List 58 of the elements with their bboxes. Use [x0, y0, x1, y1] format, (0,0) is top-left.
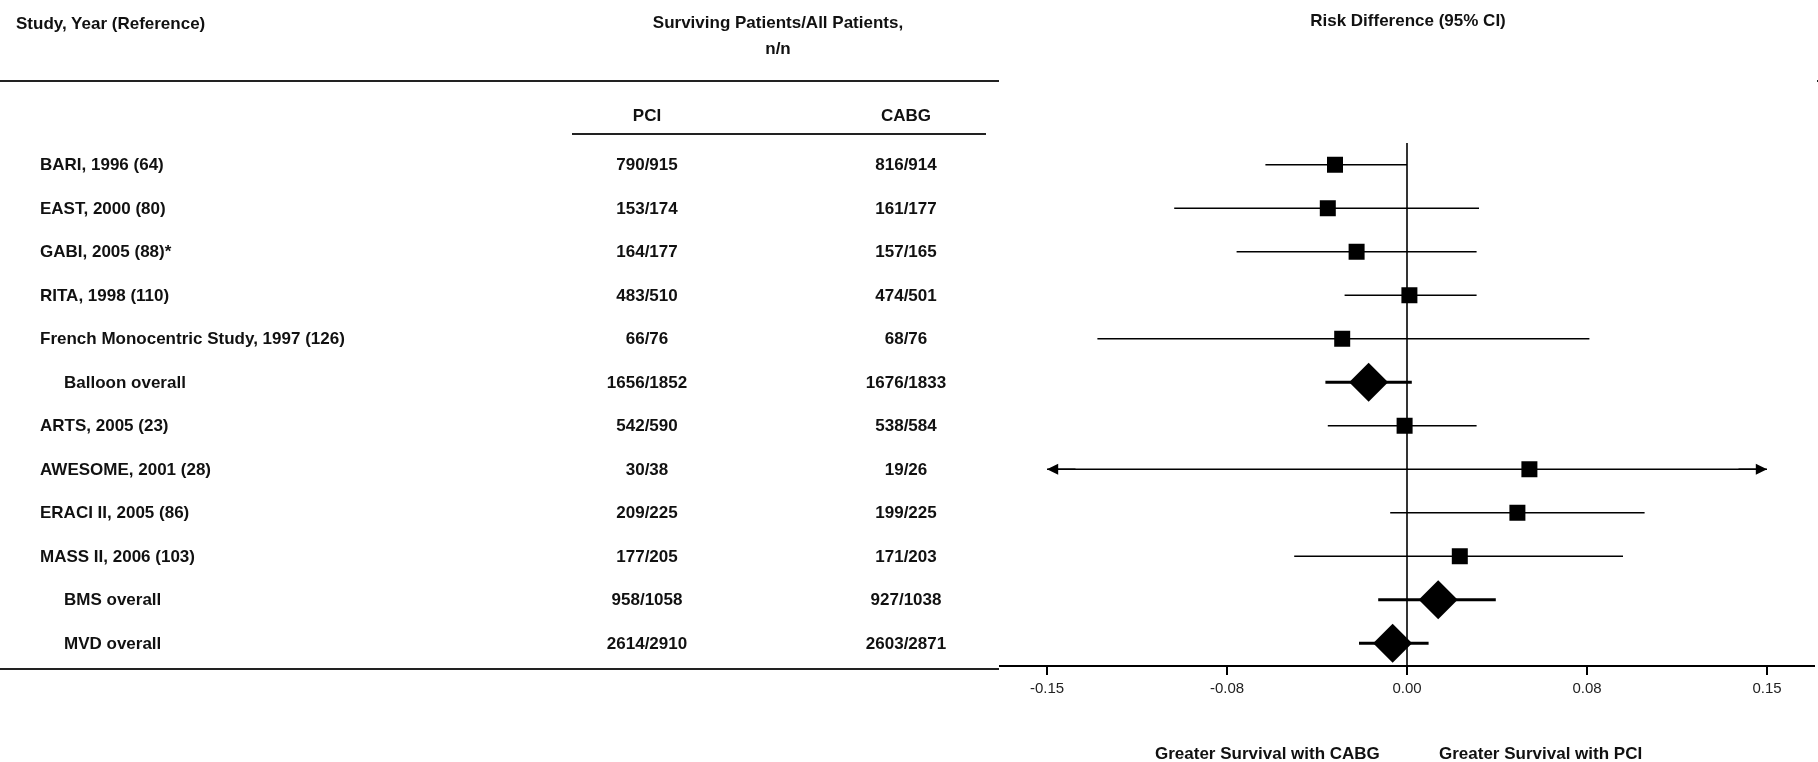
- data-label: 538/584: [875, 416, 937, 436]
- data-label: 542/590: [616, 416, 678, 436]
- data-label: 19/26: [884, 459, 928, 480]
- point: [1509, 504, 1526, 521]
- category-label: ARTS, 2005 (23): [40, 416, 169, 436]
- point: [1451, 548, 1468, 565]
- category-label: GABI, 2005 (88)*: [40, 242, 172, 262]
- data-label: 2603/2871: [865, 633, 947, 654]
- data-label: 164/177: [616, 242, 678, 262]
- x-tick-label: -0.15: [1029, 679, 1065, 696]
- text: Greater Survival with CABG: [1155, 744, 1380, 762]
- data-label: 66/76: [625, 329, 669, 349]
- text: PCI: [632, 106, 662, 126]
- category-label: ERACI II, 2005 (86): [40, 503, 190, 523]
- point: [1348, 243, 1365, 260]
- point: [1418, 580, 1458, 620]
- data-label: 958/1058: [611, 590, 683, 610]
- text: Surviving Patients/All Patients, n/n: [651, 12, 905, 60]
- category-label: MVD overall: [64, 633, 162, 654]
- x-tick-label: 0.00: [1392, 679, 1422, 696]
- point: [1349, 362, 1389, 402]
- x-tick-label: -0.08: [1209, 679, 1245, 696]
- category-label: BARI, 1996 (64): [40, 155, 164, 175]
- data-label: 161/177: [875, 198, 937, 219]
- category-label: MASS II, 2006 (103): [40, 546, 195, 567]
- category-label: RITA, 1998 (110): [40, 285, 170, 306]
- data-label: 30/38: [625, 459, 669, 480]
- data-label: 474/501: [875, 285, 937, 306]
- category-label: BMS overall: [64, 590, 162, 610]
- point: [1521, 461, 1538, 478]
- category-label: French Monocentric Study, 1997 (126): [40, 329, 345, 349]
- x-tick-label: 0.15: [1752, 679, 1782, 696]
- data-label: 816/914: [875, 155, 937, 175]
- point: [1373, 623, 1413, 663]
- data-label: 927/1038: [870, 590, 942, 610]
- point: [1327, 156, 1343, 173]
- data-label: 790/915: [616, 155, 678, 175]
- data-label: 171/203: [875, 546, 937, 567]
- data-label: 1656/1852: [606, 372, 688, 393]
- category-label: AWESOME, 2001 (28): [40, 459, 212, 480]
- text: Study, Year (Reference): [16, 14, 206, 34]
- category-label: Balloon overall: [64, 372, 186, 393]
- data-label: 177/205: [616, 546, 678, 567]
- category-label: EAST, 2000 (80): [40, 198, 166, 219]
- text: Greater Survival with PCI: [1439, 744, 1643, 762]
- data-label: 153/174: [616, 198, 678, 219]
- data-label: 2614/2910: [606, 633, 688, 654]
- data-label: 483/510: [616, 285, 678, 306]
- data-label: 199/225: [875, 503, 937, 523]
- data-label: 209/225: [616, 503, 678, 523]
- point: [1319, 200, 1336, 217]
- x-tick-label: 0.08: [1572, 679, 1602, 696]
- chart-title: Risk Difference (95% CI): [1310, 10, 1506, 30]
- data-label: 1676/1833: [865, 372, 947, 393]
- point: [1334, 330, 1351, 347]
- data-label: 157/165: [875, 242, 937, 262]
- data-label: 68/76: [884, 329, 928, 349]
- text: CABG: [880, 106, 932, 126]
